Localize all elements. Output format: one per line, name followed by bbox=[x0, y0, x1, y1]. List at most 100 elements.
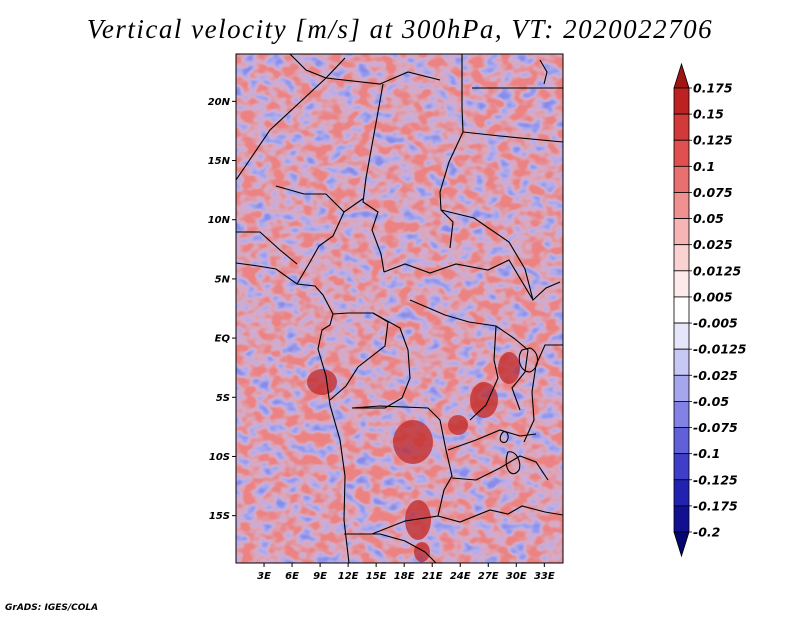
longitude-axis: 3E 6E 9E 12E 15E 18E 21E 24E 27E 30E 33E bbox=[257, 563, 555, 582]
lon-tick-label: 15E bbox=[366, 571, 387, 582]
border bbox=[362, 83, 385, 273]
updraft-core bbox=[393, 420, 433, 464]
border bbox=[352, 312, 411, 409]
lat-tick-label: 10S bbox=[209, 452, 230, 463]
strong-updraft-regions bbox=[307, 352, 520, 562]
lon-tick-label: 24E bbox=[450, 571, 471, 582]
colorbar-swatch bbox=[673, 62, 690, 89]
map-title: Vertical velocity [m/s] at 300hPa, VT: 2… bbox=[86, 14, 714, 44]
velocity-field bbox=[236, 54, 563, 563]
updraft-core bbox=[448, 415, 468, 435]
border bbox=[447, 429, 537, 451]
updraft-core bbox=[414, 542, 430, 562]
border bbox=[539, 59, 548, 85]
colorbar-swatch bbox=[673, 87, 690, 115]
lon-tick-label: 21E bbox=[422, 571, 443, 582]
border bbox=[440, 209, 561, 302]
lat-tick-label: 5S bbox=[216, 393, 230, 404]
lon-tick-label: 6E bbox=[285, 571, 299, 582]
lon-tick-label: 9E bbox=[313, 571, 327, 582]
colorbar-label: -0.025 bbox=[693, 368, 738, 383]
colorbar-label: -0.175 bbox=[693, 498, 738, 513]
colorbar-label: 0.005 bbox=[693, 289, 733, 304]
colorbar-swatch bbox=[673, 374, 690, 402]
border bbox=[437, 505, 563, 523]
colorbar-label: 0.175 bbox=[693, 81, 733, 96]
updraft-core bbox=[307, 369, 337, 395]
colorbar-label: -0.125 bbox=[693, 472, 738, 487]
border bbox=[289, 54, 346, 79]
colorbar-swatch bbox=[673, 218, 690, 246]
lon-tick-label: 3E bbox=[257, 571, 271, 582]
border bbox=[344, 533, 437, 563]
border bbox=[275, 185, 345, 213]
colorbar-swatch bbox=[673, 270, 690, 298]
updraft-core bbox=[405, 500, 431, 540]
grads-credit: GrADS: IGES/COLA bbox=[5, 603, 99, 613]
colorbar-swatch bbox=[673, 427, 690, 455]
colorbar-swatch bbox=[673, 322, 690, 350]
border bbox=[511, 338, 529, 411]
lon-tick-label: 12E bbox=[338, 571, 359, 582]
lon-tick-label: 18E bbox=[394, 571, 415, 582]
border bbox=[469, 325, 499, 421]
border bbox=[439, 54, 464, 249]
lon-tick-label: 33E bbox=[534, 571, 555, 582]
colorbar-label: -0.0125 bbox=[693, 342, 747, 357]
lat-tick-label: EQ bbox=[215, 334, 231, 345]
border bbox=[296, 197, 365, 285]
colorbar-swatch bbox=[673, 531, 690, 558]
map-frame bbox=[235, 53, 564, 564]
colorbar-label: -0.075 bbox=[693, 420, 738, 435]
border bbox=[351, 405, 453, 535]
colorbar-swatch bbox=[673, 401, 690, 428]
colorbar-swatch bbox=[673, 139, 690, 167]
border bbox=[451, 455, 549, 481]
lake bbox=[499, 431, 509, 443]
colorbar-label: -0.1 bbox=[693, 446, 720, 461]
border bbox=[462, 131, 563, 143]
colorbar: 0.175 0.15 0.125 0.1 0.075 0.05 0.025 0.0125 0.0… bbox=[673, 62, 747, 558]
colorbar-swatch bbox=[673, 453, 690, 481]
border bbox=[409, 299, 516, 340]
colorbar-label: 0.05 bbox=[693, 211, 724, 226]
border bbox=[523, 344, 563, 443]
updraft-core bbox=[498, 352, 520, 384]
country-borders bbox=[236, 54, 563, 563]
lat-tick-label: 15S bbox=[209, 511, 230, 522]
coastline-west bbox=[236, 262, 350, 563]
colorbar-label: 0.0125 bbox=[693, 263, 742, 278]
lat-tick-label: 20N bbox=[208, 97, 231, 108]
colorbar-swatch bbox=[673, 348, 690, 376]
border bbox=[383, 259, 534, 301]
lake bbox=[518, 347, 539, 373]
colorbar-label: -0.05 bbox=[693, 394, 729, 409]
colorbar-label: -0.005 bbox=[693, 316, 738, 331]
lake bbox=[505, 451, 521, 475]
border bbox=[236, 231, 298, 265]
colorbar-swatch bbox=[673, 113, 690, 141]
border bbox=[236, 77, 327, 181]
lat-tick-label: 5N bbox=[215, 274, 231, 285]
colorbar-label: 0.125 bbox=[693, 133, 733, 148]
colorbar-swatch bbox=[673, 244, 690, 272]
colorbar-label: -0.2 bbox=[693, 525, 720, 540]
lon-tick-label: 27E bbox=[478, 571, 499, 582]
colorbar-label: 0.075 bbox=[693, 185, 733, 200]
colorbar-label: 0.1 bbox=[693, 159, 715, 174]
map-area[interactable] bbox=[236, 54, 563, 563]
colorbar-swatch bbox=[673, 192, 690, 219]
colorbar-swatch bbox=[673, 165, 690, 193]
colorbar-swatch bbox=[673, 505, 690, 533]
lon-tick-label: 30E bbox=[506, 571, 527, 582]
colorbar-label: 0.15 bbox=[693, 107, 724, 122]
border bbox=[325, 71, 441, 85]
colorbar-swatch bbox=[673, 296, 690, 324]
lat-tick-label: 10N bbox=[208, 215, 231, 226]
colorbar-swatch bbox=[673, 479, 690, 507]
colorbar-label: 0.025 bbox=[693, 237, 733, 252]
updraft-core bbox=[470, 382, 498, 418]
border bbox=[329, 312, 389, 401]
lat-tick-label: 15N bbox=[208, 156, 231, 167]
